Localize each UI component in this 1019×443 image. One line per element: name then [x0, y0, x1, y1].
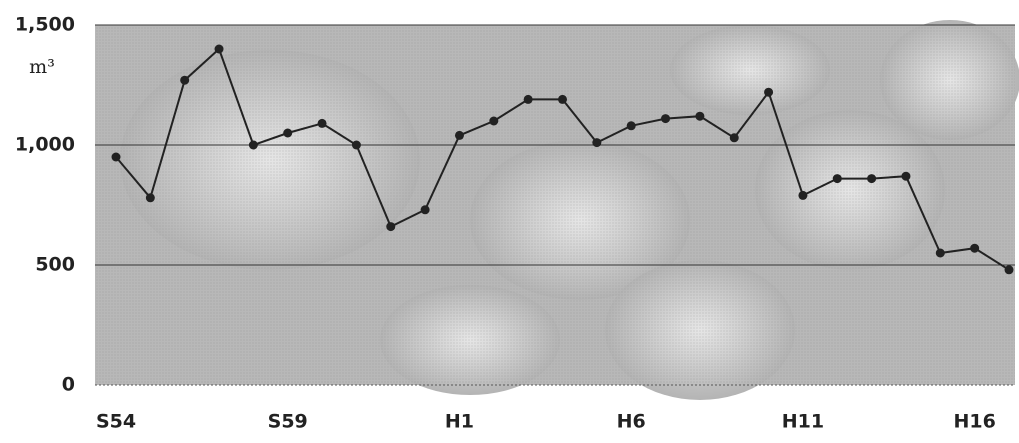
data-point — [317, 118, 327, 128]
data-point — [695, 111, 705, 121]
data-point — [970, 243, 980, 253]
x-tick-label: S54 — [96, 411, 136, 433]
y-tick-label: 1,000 — [15, 134, 75, 156]
x-tick-label: H11 — [782, 411, 824, 433]
data-point — [935, 248, 945, 258]
data-point — [729, 133, 739, 143]
x-tick-label: H16 — [953, 411, 995, 433]
data-point — [592, 138, 602, 148]
plot-background — [95, 20, 1019, 400]
x-tick-label: S59 — [268, 411, 308, 433]
data-point — [386, 222, 396, 232]
data-point — [111, 152, 121, 162]
data-point — [901, 171, 911, 181]
data-point — [832, 174, 842, 184]
data-point — [454, 130, 464, 140]
data-point — [626, 121, 636, 131]
data-point — [798, 190, 808, 200]
x-tick-label: H6 — [617, 411, 646, 433]
data-point — [1004, 265, 1014, 275]
data-point — [283, 128, 293, 138]
data-point — [351, 140, 361, 150]
data-point — [661, 114, 671, 124]
data-point — [420, 205, 430, 215]
data-point — [214, 44, 224, 54]
data-point — [558, 94, 567, 104]
data-point — [180, 75, 190, 85]
y-tick-label: 0 — [62, 374, 75, 396]
y-unit: m³ — [29, 56, 55, 78]
y-tick-label: 500 — [35, 254, 75, 276]
data-point — [523, 94, 533, 104]
data-point — [867, 174, 877, 184]
data-point — [145, 193, 155, 203]
x-tick-label: H1 — [445, 411, 474, 433]
data-point — [248, 140, 258, 150]
data-point — [764, 87, 774, 97]
y-tick-label: 1,500 — [15, 14, 75, 36]
data-point — [489, 116, 499, 126]
